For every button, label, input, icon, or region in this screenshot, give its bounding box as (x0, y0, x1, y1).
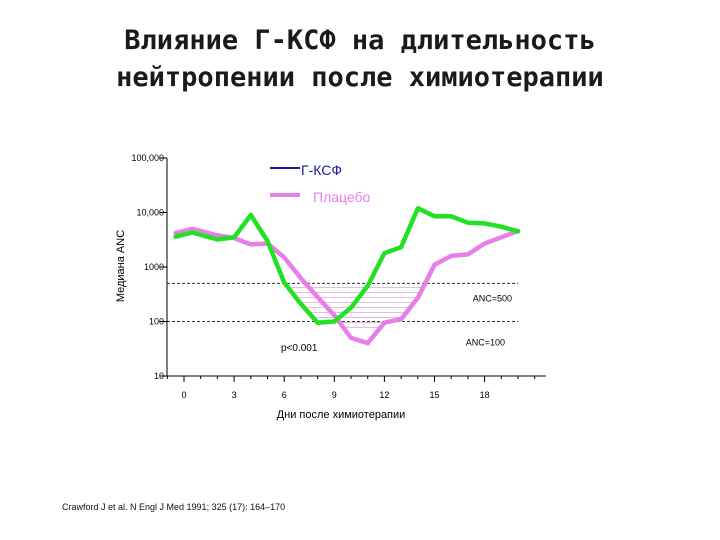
source-citation: Crawford J et al. N Engl J Med 1991; 325… (62, 502, 286, 512)
y-tick-label: 100,000 (131, 153, 164, 163)
p-value-label: p<0.001 (281, 343, 318, 354)
gcsf-series-line (173, 205, 521, 325)
x-tick-label: 18 (480, 390, 490, 400)
y-axis-title: Медиана ANC (115, 230, 127, 302)
y-tick-label: 100 (149, 317, 164, 327)
x-axis-title: Дни после химиотерапии (277, 409, 406, 421)
x-tick-label: 6 (282, 390, 287, 400)
anc-100-label: ANC=100 (466, 338, 505, 348)
chart-title-line-1: Влияние Г-КСФ на длительность (124, 25, 596, 56)
x-tick-label: 3 (232, 390, 237, 400)
x-tick-label: 0 (181, 390, 186, 400)
x-tick-label: 15 (429, 390, 439, 400)
chart-title: Влияние Г-КСФ на длительность нейтропени… (0, 22, 720, 96)
legend-gcsf-label: Г-КСФ (301, 162, 342, 178)
anc-500-label: ANC=500 (473, 293, 512, 303)
chart-labels: Дни после химиотерапии Медиана ANC ANC=500… (115, 230, 512, 421)
legend-placebo-label: Плацебо (313, 189, 371, 205)
placebo-series-line (173, 226, 521, 346)
x-tick-label: 12 (379, 390, 389, 400)
series-lines (173, 205, 521, 346)
chart-title-line-2: нейтропении после химиотерапии (116, 62, 604, 93)
chart-legend: Г-КСФ Плацебо (270, 162, 371, 205)
reference-lines (167, 282, 518, 322)
x-tick-label: 9 (332, 390, 337, 400)
y-tick-label: 1000 (144, 262, 164, 272)
y-tick-label: 10 (154, 371, 164, 381)
y-tick-label: 10,000 (136, 208, 164, 218)
